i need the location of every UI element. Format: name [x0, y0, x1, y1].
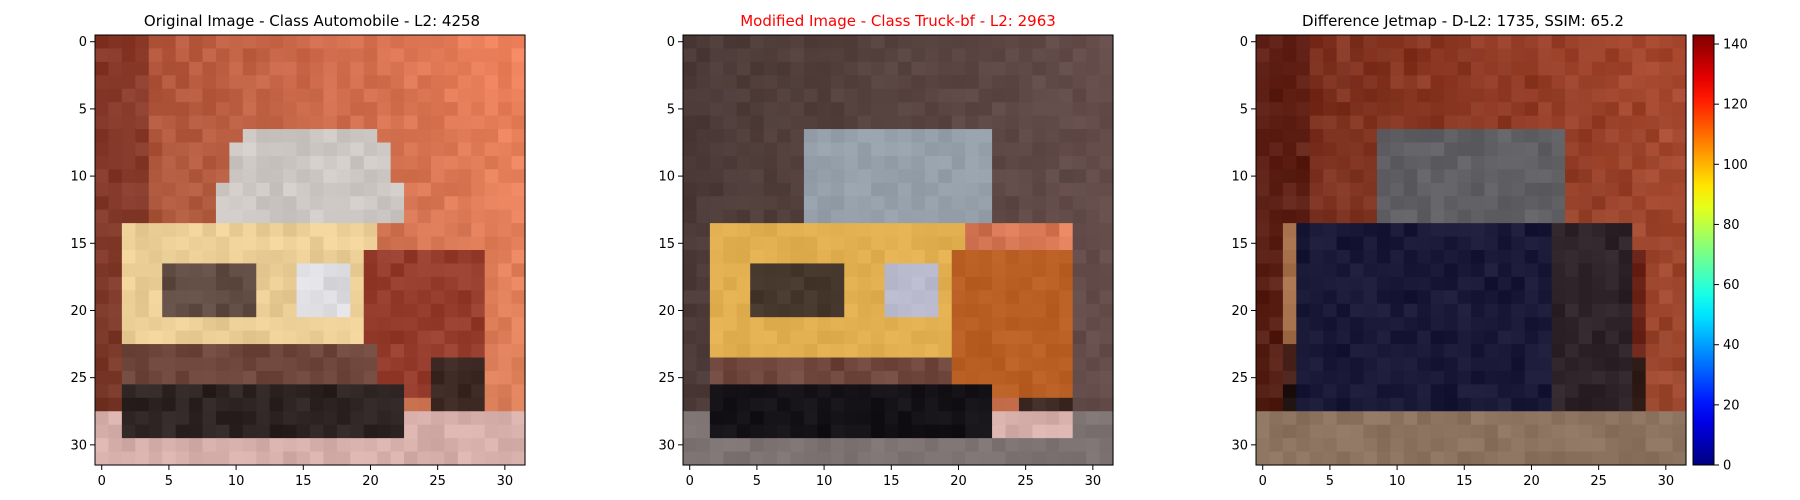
- x-tick-label: 0: [98, 474, 106, 489]
- colorbar-tick-label: 80: [1723, 218, 1740, 233]
- panel-3-frame: [1255, 34, 1687, 466]
- colorbar: 0 20 40 60 80 100 120 140: [1692, 34, 1748, 474]
- colorbar-gradient: [1692, 34, 1715, 466]
- panel-1-image: [95, 35, 526, 466]
- x-tick-label: 5: [165, 474, 173, 489]
- y-tick-label: 10: [70, 170, 87, 185]
- y-tick-label: 5: [79, 102, 87, 117]
- y-tick-label: 5: [1240, 102, 1248, 117]
- x-tick-label: 30: [1085, 474, 1102, 489]
- panel-2-title: Modified Image - Class Truck-bf - L2: 29…: [740, 12, 1056, 30]
- y-tick-label: 25: [658, 371, 675, 386]
- panel-3: 0 5 10 15 20 25 30 0 5 10 15 20 25 30: [1231, 34, 1687, 489]
- y-tick-label: 10: [1231, 170, 1248, 185]
- x-tick-label: 0: [686, 474, 694, 489]
- x-tick-label: 0: [1259, 474, 1267, 489]
- panel-2-image: [683, 35, 1114, 466]
- panel-1-frame: [94, 34, 526, 466]
- x-tick-label: 30: [1658, 474, 1675, 489]
- colorbar-tick-label: 140: [1723, 38, 1748, 53]
- x-tick-label: 15: [883, 474, 900, 489]
- x-tick-label: 20: [362, 474, 379, 489]
- panel-1-title: Original Image - Class Automobile - L2: …: [144, 12, 480, 30]
- x-tick-label: 25: [1590, 474, 1607, 489]
- colorbar-tick-label: 120: [1723, 98, 1748, 113]
- y-tick-label: 15: [70, 237, 87, 252]
- y-tick-label: 20: [1231, 304, 1248, 319]
- colorbar-tick-label: 60: [1723, 278, 1740, 293]
- x-tick-label: 25: [429, 474, 446, 489]
- y-tick-label: 5: [667, 102, 675, 117]
- panel-1: 0 5 10 15 20 25 30 0 5 10 15 20 25 30: [70, 34, 526, 489]
- y-tick-label: 20: [658, 304, 675, 319]
- panel-2-frame: [682, 34, 1114, 466]
- x-tick-label: 5: [753, 474, 761, 489]
- x-tick-label: 20: [1523, 474, 1540, 489]
- x-tick-label: 5: [1326, 474, 1334, 489]
- panel-2: 0 5 10 15 20 25 30 0 5 10 15 20 25 30: [658, 34, 1114, 489]
- x-tick-label: 30: [497, 474, 514, 489]
- panel-3-image: [1256, 35, 1687, 466]
- y-tick-label: 30: [1231, 438, 1248, 453]
- colorbar-tick-label: 0: [1723, 459, 1731, 474]
- y-tick-label: 20: [70, 304, 87, 319]
- y-tick-label: 15: [1231, 237, 1248, 252]
- y-tick-label: 25: [70, 371, 87, 386]
- panel-3-title: Difference Jetmap - D-L2: 1735, SSIM: 65…: [1302, 12, 1624, 30]
- y-tick-label: 0: [1240, 35, 1248, 50]
- x-tick-label: 20: [950, 474, 967, 489]
- x-tick-label: 25: [1017, 474, 1034, 489]
- x-tick-label: 15: [295, 474, 312, 489]
- x-tick-label: 10: [1389, 474, 1406, 489]
- y-tick-label: 30: [658, 438, 675, 453]
- y-tick-label: 15: [658, 237, 675, 252]
- y-tick-label: 30: [70, 438, 87, 453]
- y-tick-label: 25: [1231, 371, 1248, 386]
- colorbar-tick-label: 40: [1723, 338, 1740, 353]
- x-tick-label: 10: [228, 474, 245, 489]
- colorbar-tick-label: 20: [1723, 398, 1740, 413]
- x-tick-label: 15: [1456, 474, 1473, 489]
- y-tick-label: 0: [667, 35, 675, 50]
- y-tick-label: 0: [79, 35, 87, 50]
- colorbar-tick-label: 100: [1723, 158, 1748, 173]
- y-tick-label: 10: [658, 170, 675, 185]
- x-tick-label: 10: [816, 474, 833, 489]
